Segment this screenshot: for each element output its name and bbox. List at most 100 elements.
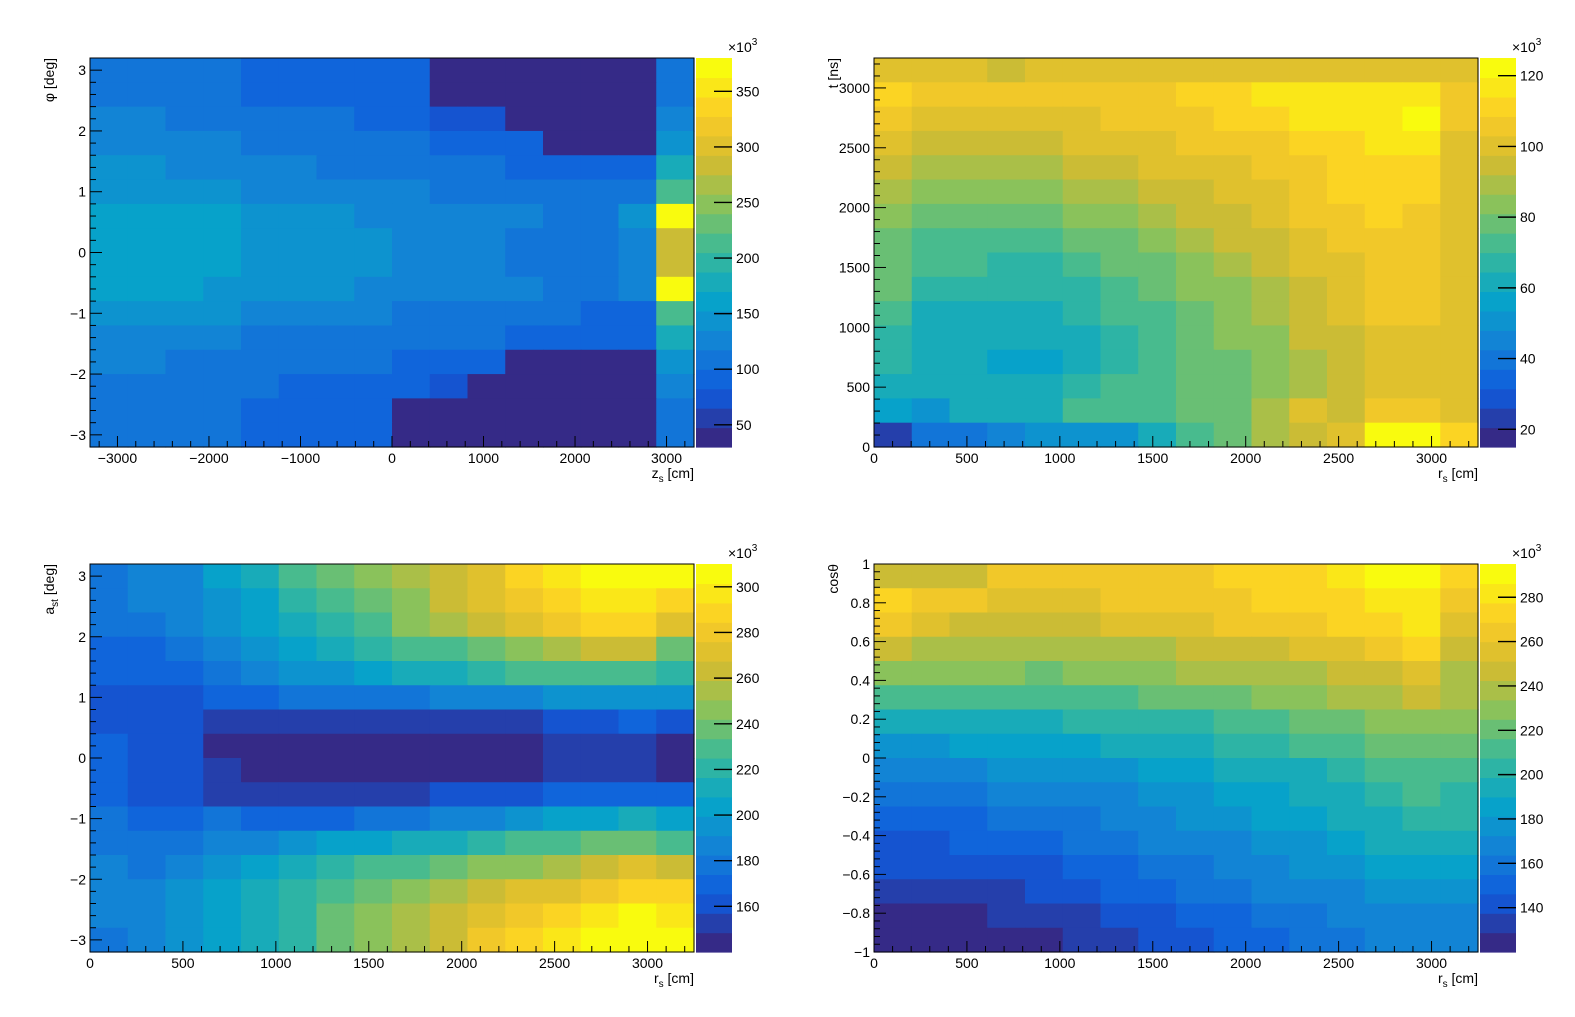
heatmap-cell xyxy=(90,252,129,278)
heatmap-cell xyxy=(987,203,1026,229)
heatmap-cell xyxy=(1213,830,1253,856)
heatmap-cell xyxy=(949,106,988,132)
heatmap-cell xyxy=(1100,806,1139,832)
heatmap-cell xyxy=(656,276,695,302)
x-tick-label: 2500 xyxy=(539,955,570,971)
heatmap-cell xyxy=(874,422,913,448)
heatmap-cell xyxy=(127,564,167,589)
heatmap-cell xyxy=(618,588,657,614)
heatmap-cell xyxy=(1364,709,1404,735)
heatmap-cell xyxy=(656,709,695,735)
heatmap-cell xyxy=(656,564,695,589)
heatmap-cell xyxy=(949,685,988,711)
heatmap-cell xyxy=(656,179,695,205)
heatmap-cell xyxy=(1025,228,1064,254)
color-bar-multiplier: ×103 xyxy=(1512,543,1542,561)
heatmap-cell xyxy=(1138,903,1177,929)
color-bar-tick-label: 50 xyxy=(736,417,752,433)
heatmap-cell xyxy=(165,325,204,351)
y-tick-label: −0.2 xyxy=(842,789,870,805)
heatmap-cell xyxy=(165,782,204,808)
heatmap-cell xyxy=(467,276,506,302)
color-bar-step xyxy=(696,777,732,798)
heatmap-cell xyxy=(354,782,393,808)
heatmap-cell xyxy=(1176,130,1215,156)
heatmap-cell xyxy=(429,349,469,375)
heatmap-cell xyxy=(987,301,1026,327)
heatmap-cell xyxy=(949,661,988,686)
heatmap-cell xyxy=(392,564,431,589)
heatmap-cell xyxy=(1176,252,1215,278)
heatmap-cell xyxy=(1327,276,1366,302)
heatmap-cell xyxy=(1289,661,1328,686)
heatmap-cell xyxy=(1251,374,1290,399)
heatmap-cell xyxy=(316,58,355,83)
heatmap-cell xyxy=(127,422,167,448)
heatmap-cell xyxy=(505,927,544,953)
color-bar-step xyxy=(1480,758,1516,778)
heatmap-cell xyxy=(505,733,544,759)
heatmap-cell xyxy=(1100,903,1139,929)
heatmap-cell xyxy=(1251,830,1290,856)
heatmap-cell xyxy=(1025,422,1064,448)
heatmap-cell xyxy=(1100,228,1139,254)
heatmap-cell xyxy=(203,709,242,735)
color-bar-step xyxy=(1480,213,1516,234)
heatmap-cell xyxy=(1213,927,1253,953)
heatmap-cell xyxy=(203,685,242,711)
heatmap-cell xyxy=(1402,709,1441,735)
heatmap-cell xyxy=(1364,252,1404,278)
y-tick-label: 500 xyxy=(847,379,871,395)
heatmap-cell xyxy=(278,612,318,638)
heatmap-cell xyxy=(505,782,544,808)
heatmap-cell xyxy=(1100,252,1139,278)
heatmap-cell xyxy=(1176,301,1215,327)
heatmap-cell xyxy=(127,661,167,686)
heatmap-cell xyxy=(1025,903,1064,929)
heatmap-cell xyxy=(165,709,204,735)
heatmap-cell xyxy=(392,58,431,83)
panel-bottom-left: 0 500 1000 1500 2000 2500 3000 −3 −2 −1 0 1 2 3 rs [cm… xyxy=(41,543,760,990)
heatmap-cell xyxy=(618,806,657,832)
heatmap-cell xyxy=(987,782,1026,808)
heatmap-cell xyxy=(1251,325,1290,351)
heatmap-cell xyxy=(278,855,318,880)
heatmap-cell xyxy=(1327,203,1366,229)
heatmap-cell xyxy=(1327,398,1366,424)
heatmap-cell xyxy=(911,82,951,108)
heatmap-cell xyxy=(1251,758,1290,783)
heatmap-cell xyxy=(1251,82,1290,108)
y-axis-title: t [ns] xyxy=(825,58,841,88)
heatmap-cell xyxy=(467,252,506,278)
heatmap-cell xyxy=(1213,685,1253,711)
y-tick-label: −0.8 xyxy=(842,905,870,921)
x-tick-label: 3000 xyxy=(1416,955,1447,971)
heatmap-cell xyxy=(543,349,582,375)
heatmap-cell xyxy=(165,422,204,448)
heatmap-cell xyxy=(90,130,129,156)
heatmap-cell xyxy=(987,758,1026,783)
heatmap-cell xyxy=(1402,374,1441,399)
color-bar-step xyxy=(1480,77,1516,98)
heatmap-cell xyxy=(1364,179,1404,205)
heatmap-cell xyxy=(1327,879,1366,905)
heatmap-cell xyxy=(911,636,951,662)
heatmap-cell xyxy=(1251,252,1290,278)
heatmap-cell xyxy=(90,398,129,424)
heatmap-cell xyxy=(1251,903,1290,929)
heatmap-cell xyxy=(987,879,1026,905)
heatmap-cell xyxy=(874,806,913,832)
heatmap-cell xyxy=(278,806,318,832)
y-axis-title: cosθ xyxy=(825,564,841,594)
heatmap-cell xyxy=(1213,106,1253,132)
heatmap-cell xyxy=(278,588,318,614)
heatmap-cell xyxy=(127,276,167,302)
heatmap-cell xyxy=(316,806,355,832)
heatmap-cell xyxy=(241,82,280,108)
heatmap-cell xyxy=(127,398,167,424)
heatmap-cell xyxy=(1138,830,1177,856)
heatmap-cell xyxy=(1289,325,1328,351)
heatmap-cell xyxy=(1289,130,1328,156)
heatmap-cell xyxy=(580,203,620,229)
heatmap-cell xyxy=(580,612,620,638)
